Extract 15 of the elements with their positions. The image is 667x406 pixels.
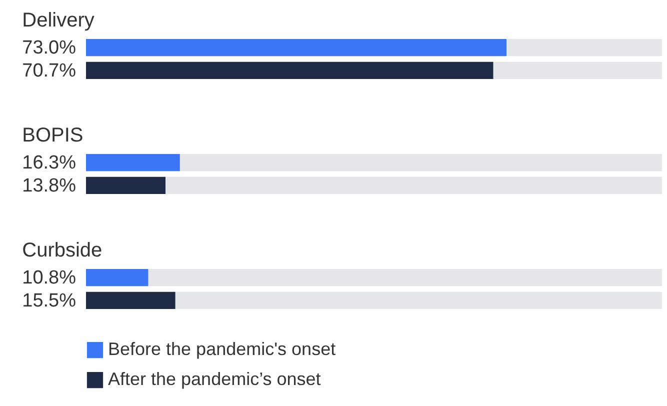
legend-label: Before the pandemic's onset	[108, 339, 336, 359]
bar	[86, 176, 166, 194]
y-tick-label: Delivery	[22, 10, 94, 32]
legend-label: After the pandemic’s onset	[108, 369, 321, 389]
bar	[86, 292, 176, 309]
data-label: 15.5%	[22, 290, 76, 312]
bar	[86, 154, 180, 172]
data-label: 70.7%	[22, 60, 76, 82]
bar	[86, 269, 148, 286]
data-label: 16.3%	[22, 152, 76, 174]
data-label: 13.8%	[22, 175, 76, 196]
data-label: 10.8%	[22, 268, 76, 289]
y-tick-label: BOPIS	[22, 124, 84, 147]
data-label: 73.0%	[22, 38, 76, 59]
y-tick-label: Curbside	[22, 240, 102, 262]
